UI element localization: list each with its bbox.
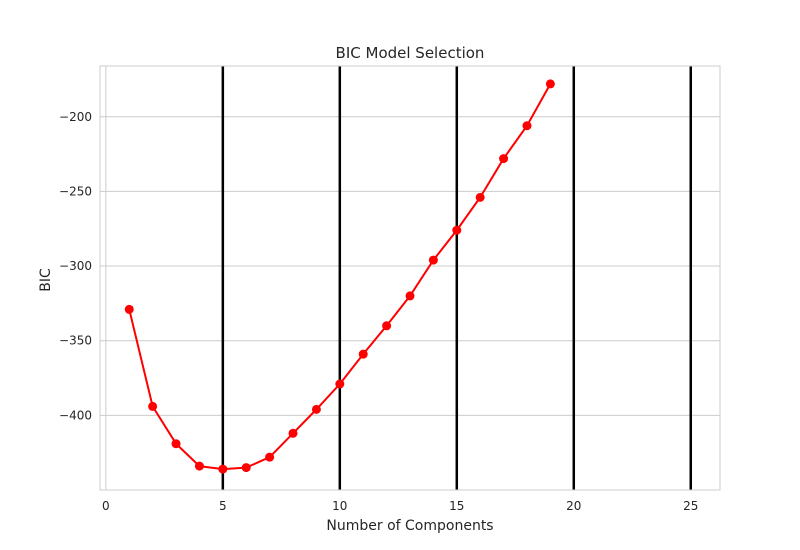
bic-data-point xyxy=(405,291,415,301)
x-axis-label: Number of Components xyxy=(326,518,493,534)
bic-data-point xyxy=(311,404,321,414)
bic-data-point xyxy=(475,192,485,202)
x-tick-label: 25 xyxy=(683,499,698,513)
y-tick-label: −300 xyxy=(59,259,92,273)
y-tick-label: −200 xyxy=(59,110,92,124)
x-tick-label: 0 xyxy=(102,499,110,513)
bic-data-point xyxy=(335,379,345,389)
bic-data-point xyxy=(194,461,204,471)
vertical-lines-layer xyxy=(221,66,693,490)
y-tick-label: −350 xyxy=(59,334,92,348)
bic-data-point xyxy=(171,439,181,449)
grid-layer xyxy=(100,66,720,490)
bic-data-point xyxy=(499,154,509,164)
bic-data-point xyxy=(288,428,298,438)
bic-data-point xyxy=(148,401,158,411)
y-tick-label: −400 xyxy=(59,408,92,422)
y-tick-label: −250 xyxy=(59,184,92,198)
x-tick-label: 5 xyxy=(219,499,227,513)
bic-data-point xyxy=(382,321,392,331)
bic-data-point xyxy=(218,464,228,474)
bic-data-point xyxy=(428,255,438,265)
bic-data-point xyxy=(522,121,532,131)
bic-data-point xyxy=(545,79,555,89)
chart-title: BIC Model Selection xyxy=(336,44,485,62)
series-layer xyxy=(124,79,555,474)
x-tick-label: 20 xyxy=(566,499,581,513)
bic-data-point xyxy=(265,452,275,462)
bic-data-point xyxy=(358,349,368,359)
bic-data-point xyxy=(452,225,462,235)
x-tick-label: 15 xyxy=(449,499,464,513)
plot-frame xyxy=(99,65,721,491)
tick-labels-layer: −400 −350 −300 −250 −200 0 5 10 15 20 25 xyxy=(59,110,698,513)
y-axis-label: BIC xyxy=(38,268,54,292)
bic-data-point xyxy=(124,304,134,314)
x-tick-label: 10 xyxy=(332,499,347,513)
bic-data-point xyxy=(241,463,251,473)
